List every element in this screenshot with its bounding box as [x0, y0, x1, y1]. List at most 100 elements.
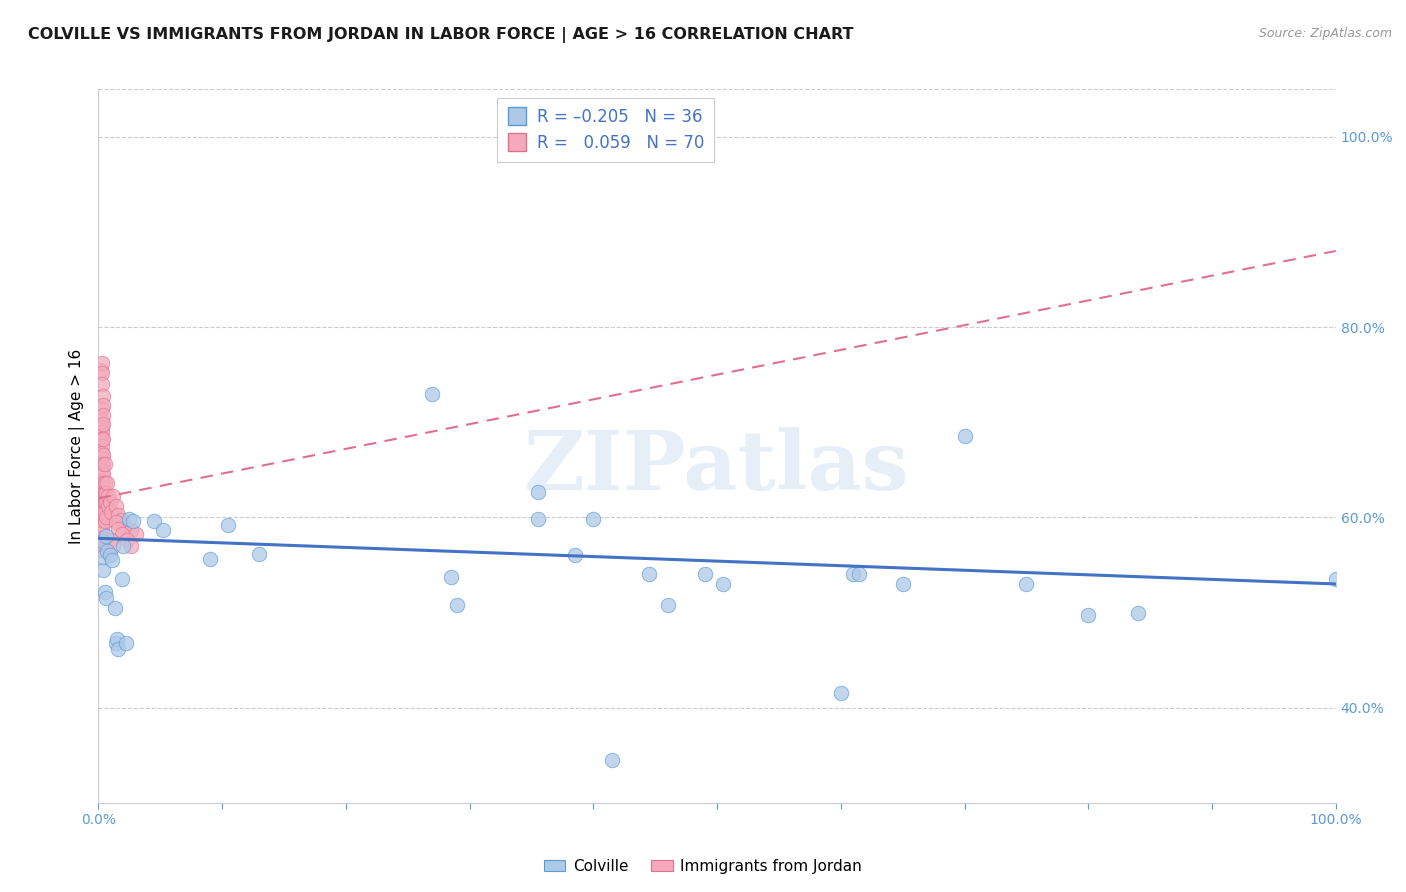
Point	[105, 632, 128, 647]
Point	[217, 518, 239, 533]
Point	[1324, 572, 1347, 586]
Point	[582, 512, 605, 526]
Point	[830, 686, 852, 700]
Point	[93, 398, 115, 412]
Point	[98, 495, 121, 509]
Point	[104, 499, 127, 513]
Point	[93, 505, 115, 519]
Point	[115, 533, 138, 548]
Point	[94, 485, 117, 500]
Point	[93, 388, 115, 402]
Point	[91, 401, 114, 415]
Point	[526, 512, 548, 526]
Point	[91, 542, 114, 557]
Point	[93, 495, 115, 509]
Point	[118, 512, 141, 526]
Point	[97, 499, 120, 513]
Point	[111, 572, 134, 586]
Point	[1015, 577, 1038, 591]
Point	[90, 363, 112, 377]
Point	[247, 547, 270, 561]
Point	[91, 497, 114, 511]
Point	[112, 518, 135, 533]
Legend: Colville, Immigrants from Jordan: Colville, Immigrants from Jordan	[537, 853, 869, 880]
Point	[93, 467, 115, 481]
Point	[1126, 606, 1149, 620]
Point	[93, 476, 115, 491]
Point	[91, 457, 114, 471]
Point	[103, 490, 125, 504]
Point	[91, 451, 114, 466]
Point	[97, 490, 120, 504]
Point	[440, 570, 463, 584]
Point	[91, 377, 114, 392]
Point	[104, 636, 127, 650]
Point	[91, 537, 114, 551]
Point	[93, 433, 115, 447]
Point	[93, 514, 115, 528]
Point	[93, 563, 115, 577]
Point	[103, 600, 125, 615]
Point	[96, 476, 118, 491]
Point	[94, 529, 117, 543]
Point	[711, 577, 734, 591]
Point	[91, 445, 114, 459]
Point	[91, 531, 114, 545]
Point	[103, 539, 125, 553]
Point	[526, 484, 548, 499]
Text: Source: ZipAtlas.com: Source: ZipAtlas.com	[1258, 27, 1392, 40]
Point	[600, 753, 623, 767]
Point	[93, 448, 115, 462]
Point	[91, 474, 114, 488]
Point	[891, 577, 914, 591]
Point	[114, 636, 136, 650]
Point	[124, 527, 146, 541]
Point	[90, 429, 112, 443]
Point	[107, 508, 129, 523]
Point	[104, 515, 127, 529]
Point	[94, 510, 117, 524]
Point	[91, 520, 114, 534]
Point	[120, 523, 142, 537]
Point	[848, 567, 870, 582]
Point	[93, 495, 115, 509]
Point	[657, 598, 679, 612]
Point	[107, 641, 129, 656]
Point	[91, 508, 114, 523]
Point	[90, 425, 112, 439]
Point	[122, 514, 145, 528]
Point	[91, 525, 114, 540]
Point	[91, 534, 114, 549]
Text: ZIPatlas: ZIPatlas	[524, 427, 910, 508]
Point	[91, 413, 114, 427]
Point	[120, 539, 142, 553]
Point	[198, 552, 221, 566]
Point	[91, 366, 114, 380]
Point	[93, 550, 115, 565]
Point	[638, 567, 661, 582]
Point	[152, 523, 174, 537]
Point	[111, 527, 134, 541]
Point	[422, 386, 444, 401]
Legend: R = –0.205   N = 36, R =   0.059   N = 70: R = –0.205 N = 36, R = 0.059 N = 70	[496, 97, 714, 161]
Text: COLVILLE VS IMMIGRANTS FROM JORDAN IN LABOR FORCE | AGE > 16 CORRELATION CHART: COLVILLE VS IMMIGRANTS FROM JORDAN IN LA…	[28, 27, 853, 43]
Point	[842, 567, 865, 582]
Point	[100, 505, 122, 519]
Point	[91, 439, 114, 453]
Point	[91, 420, 114, 434]
Point	[93, 476, 115, 491]
Point	[91, 425, 114, 439]
Point	[91, 356, 114, 370]
Point	[94, 495, 117, 509]
Point	[1077, 608, 1099, 623]
Point	[111, 513, 134, 527]
Point	[96, 543, 118, 558]
Point	[446, 598, 468, 612]
Point	[93, 485, 115, 500]
Point	[94, 591, 117, 606]
Point	[98, 549, 121, 563]
Point	[693, 567, 716, 582]
Point	[100, 533, 122, 548]
Point	[91, 502, 114, 516]
Point	[93, 584, 115, 599]
